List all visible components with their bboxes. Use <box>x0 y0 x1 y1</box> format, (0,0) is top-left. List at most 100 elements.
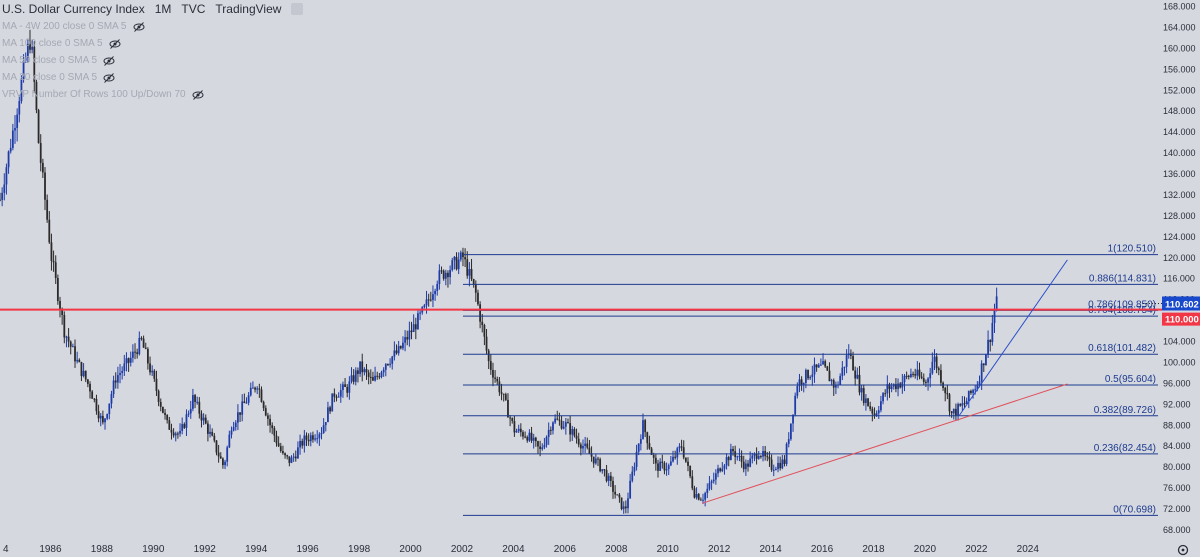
price-tick-label: 132.000 <box>1163 190 1196 200</box>
candle-body <box>684 457 687 462</box>
time-tick-label: 2000 <box>399 544 422 555</box>
candle-body <box>729 448 732 461</box>
support-trendline[interactable] <box>702 383 1068 504</box>
candle-body <box>91 391 94 399</box>
candle-body <box>556 418 559 420</box>
candle-body <box>757 456 760 459</box>
candle-body <box>494 377 497 379</box>
candle-body <box>903 375 906 383</box>
candle-body <box>453 256 456 261</box>
candle-body <box>985 354 987 366</box>
candle-body <box>179 430 181 434</box>
candle-body <box>71 346 74 348</box>
candle-body <box>502 393 505 395</box>
eye-hidden-icon[interactable] <box>103 55 115 67</box>
price-axis[interactable] <box>1162 0 1200 540</box>
time-tick-label: 2020 <box>914 544 937 555</box>
candle-body <box>168 420 171 430</box>
candle-body <box>627 498 629 509</box>
candle-body <box>33 46 36 82</box>
candle-body <box>97 411 100 419</box>
candle-body <box>672 456 674 462</box>
candle-body <box>5 167 8 185</box>
candle-body <box>661 461 664 463</box>
candle-body <box>742 461 745 470</box>
candle-body <box>374 375 376 381</box>
candle-body <box>884 393 887 395</box>
time-tick-label: 2024 <box>1017 544 1040 555</box>
candle-body <box>522 432 524 437</box>
candle-body <box>170 429 173 433</box>
candle-body <box>976 385 979 390</box>
fib-level-label: 0.764(108.754) <box>1088 305 1156 316</box>
candle-body <box>779 462 782 469</box>
candle-body <box>164 412 166 415</box>
candle-body <box>447 272 449 278</box>
eye-hidden-icon[interactable] <box>133 21 145 33</box>
source-label: TradingView <box>215 2 282 16</box>
candle-body <box>676 448 679 458</box>
candle-body <box>706 488 709 494</box>
candle-body <box>237 412 239 423</box>
candle-body <box>249 387 252 396</box>
candle-body <box>897 383 899 390</box>
candle-body <box>273 428 276 436</box>
candle-body <box>781 459 784 469</box>
candle-body <box>961 403 964 406</box>
candle-body <box>751 455 754 459</box>
candle-body <box>337 396 340 398</box>
indicator-row[interactable]: MA 50 close 0 SMA 5 <box>2 52 309 69</box>
candle-body <box>382 369 385 373</box>
eye-hidden-icon[interactable] <box>109 38 121 50</box>
candle-body <box>916 369 919 376</box>
candle-body <box>0 199 1 201</box>
indicator-label: MA 100 close 0 SMA 5 <box>2 38 103 49</box>
candle-body <box>665 469 668 471</box>
price-tick-label: 144.000 <box>1163 127 1196 137</box>
candle-body <box>226 447 229 462</box>
settings-gear-icon[interactable] <box>1177 544 1189 556</box>
time-tick-label: 2006 <box>554 544 577 555</box>
candle-body <box>860 388 863 393</box>
candle-body <box>297 447 299 459</box>
eye-hidden-icon[interactable] <box>103 72 115 84</box>
candle-body <box>7 151 10 168</box>
candle-body <box>200 413 203 421</box>
time-tick-label: 1986 <box>39 544 62 555</box>
symbol-name[interactable]: U.S. Dollar Currency Index <box>2 2 145 16</box>
indicator-row[interactable]: MA - 4W 200 close 0 SMA 5 <box>2 18 309 35</box>
candle-body <box>515 431 518 433</box>
candle-body <box>84 370 87 380</box>
fib-level-label: 0.786(109.850) <box>1088 299 1156 310</box>
price-tick-label: 128.000 <box>1163 211 1196 221</box>
candle-body <box>106 414 109 419</box>
candle-body <box>607 475 610 481</box>
indicator-row[interactable]: MA 20 close 0 SMA 5 <box>2 69 309 86</box>
time-axis[interactable] <box>0 540 1200 557</box>
legend-collapse-icon[interactable] <box>291 3 304 15</box>
candle-body <box>991 322 994 343</box>
interval-label[interactable]: 1M <box>154 2 172 16</box>
channel-trendline[interactable] <box>958 259 1068 416</box>
level-price-label: 110.000 <box>1165 315 1199 326</box>
indicator-row[interactable]: MA 100 close 0 SMA 5 <box>2 35 309 52</box>
eye-hidden-icon[interactable] <box>192 89 204 101</box>
candle-body <box>620 497 623 510</box>
candle-body <box>335 396 338 398</box>
candle-body <box>500 392 503 394</box>
candle-body <box>895 384 897 390</box>
candle-body <box>736 456 739 458</box>
candle-body <box>189 408 192 414</box>
price-tick-label: 76.000 <box>1163 483 1191 493</box>
candle-body <box>669 461 672 466</box>
candle-body <box>970 390 972 393</box>
candle-body <box>674 456 677 458</box>
indicator-row[interactable]: VRVP Number Of Rows 100 Up/Down 70 <box>2 86 309 103</box>
candle-body <box>822 361 824 365</box>
candle-body <box>44 172 46 200</box>
candle-body <box>644 420 647 433</box>
candle-body <box>125 358 128 364</box>
candle-body <box>753 453 756 456</box>
candle-body <box>695 494 698 498</box>
